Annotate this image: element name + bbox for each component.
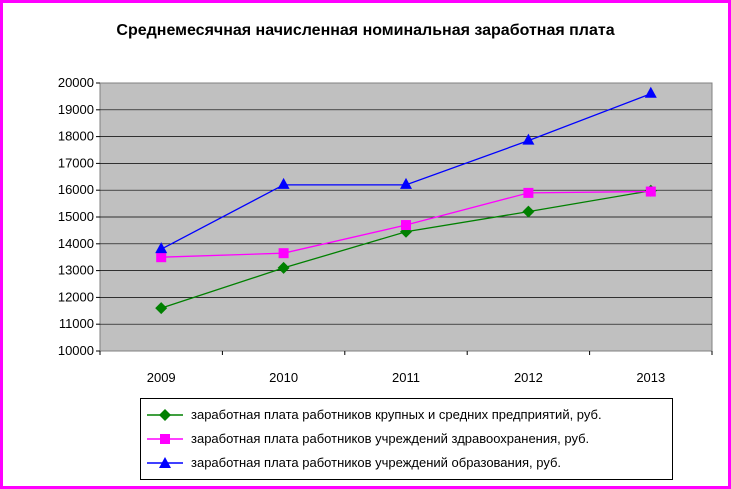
legend-item-education: заработная плата работников учреждений о… xyxy=(141,453,672,473)
data-point-1-0 xyxy=(156,252,167,263)
data-point-2-0 xyxy=(155,242,168,254)
y-tick-label: 13000 xyxy=(58,263,94,278)
x-axis-ticks: 2009 2010 2011 2012 2013 xyxy=(99,351,713,385)
legend-square-marker-icon xyxy=(147,434,183,444)
data-point-1-2 xyxy=(401,220,411,231)
y-tick-label: 16000 xyxy=(58,182,94,197)
y-tick-label: 19000 xyxy=(58,102,94,117)
y-tick-label: 10000 xyxy=(58,343,94,358)
x-tick-label: 2011 xyxy=(392,370,420,385)
legend-item-enterprises: заработная плата работников крупных и ср… xyxy=(141,405,672,425)
data-point-2-1 xyxy=(277,177,290,189)
legend-item-healthcare: заработная плата работников учреждений з… xyxy=(141,429,672,449)
data-point-1-4 xyxy=(645,186,656,197)
series-group xyxy=(155,86,657,315)
x-tick-label: 2012 xyxy=(514,370,543,385)
legend-diamond-marker-icon xyxy=(147,409,183,421)
y-tick-label: 17000 xyxy=(58,155,94,170)
y-tick-label: 18000 xyxy=(58,129,94,144)
legend-label-enterprises: заработная плата работников крупных и ср… xyxy=(191,407,602,422)
data-point-0-3 xyxy=(522,205,535,218)
chart-title: Среднемесячная начисленная номинальная з… xyxy=(116,22,615,39)
legend: заработная плата работников крупных и ср… xyxy=(140,398,673,480)
data-point-0-1 xyxy=(277,261,290,274)
gridlines xyxy=(100,109,712,325)
legend-label-healthcare: заработная плата работников учреждений з… xyxy=(191,431,590,446)
y-axis-ticks: 10000 11000 12000 13000 14000 15000 16000 17000… xyxy=(58,75,100,358)
data-point-2-2 xyxy=(400,177,412,189)
y-tick-label: 12000 xyxy=(58,289,94,304)
x-tick-label: 2013 xyxy=(636,370,665,385)
x-tick-label: 2010 xyxy=(269,370,298,385)
y-tick-label: 20000 xyxy=(58,75,94,90)
y-tick-label: 11000 xyxy=(59,316,94,331)
data-point-0-0 xyxy=(155,302,168,315)
data-point-1-1 xyxy=(278,248,289,259)
y-tick-label: 15000 xyxy=(58,209,94,224)
y-tick-label: 14000 xyxy=(58,236,94,251)
data-point-1-3 xyxy=(523,187,534,198)
legend-label-education: заработная плата работников учреждений о… xyxy=(191,455,562,470)
data-point-2-3 xyxy=(522,133,535,145)
x-tick-label: 2009 xyxy=(147,370,176,385)
data-point-2-4 xyxy=(644,86,657,98)
legend-triangle-marker-icon xyxy=(147,457,183,468)
